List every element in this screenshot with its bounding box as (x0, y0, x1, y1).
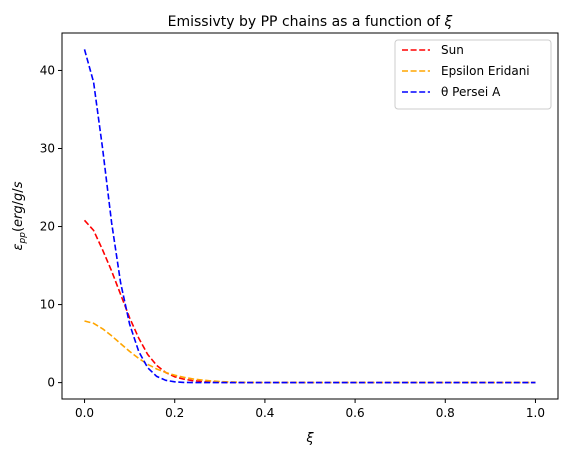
series-layer (83, 49, 536, 384)
y-tick-label: 30 (40, 141, 55, 155)
x-tick-label: 0.6 (346, 406, 365, 420)
y-tick-label: 40 (40, 63, 55, 77)
x-tick-label: 0.4 (255, 406, 274, 420)
x-tick-label: 0.0 (75, 406, 94, 420)
legend-label: Sun (441, 43, 464, 57)
x-tick-label: 1.0 (526, 406, 545, 420)
chart-title: Emissivty by PP chains as a function of … (168, 14, 453, 30)
y-tick-label: 10 (40, 298, 55, 312)
x-tick-label: 0.8 (436, 406, 455, 420)
plot-frame (61, 32, 559, 400)
y-tick-label: 0 (47, 376, 55, 390)
y-axis-label: εpp(erg/g/s (11, 181, 28, 250)
series-line (83, 49, 536, 384)
legend-label: θ Persei A (441, 85, 501, 99)
x-axis-label: ξ (305, 431, 314, 446)
legend-label: Epsilon Eridani (441, 64, 530, 78)
legend-box (394, 39, 552, 110)
legend: Sun Epsilon Eridani θ Persei A (394, 39, 552, 110)
x-tick-label: 0.2 (165, 406, 184, 420)
x-axis-ticks: 0.0 0.2 0.4 0.6 0.8 1.0 (75, 399, 545, 420)
y-axis-ticks: 0 10 20 30 40 (40, 63, 62, 390)
y-tick-label: 20 (40, 220, 55, 234)
